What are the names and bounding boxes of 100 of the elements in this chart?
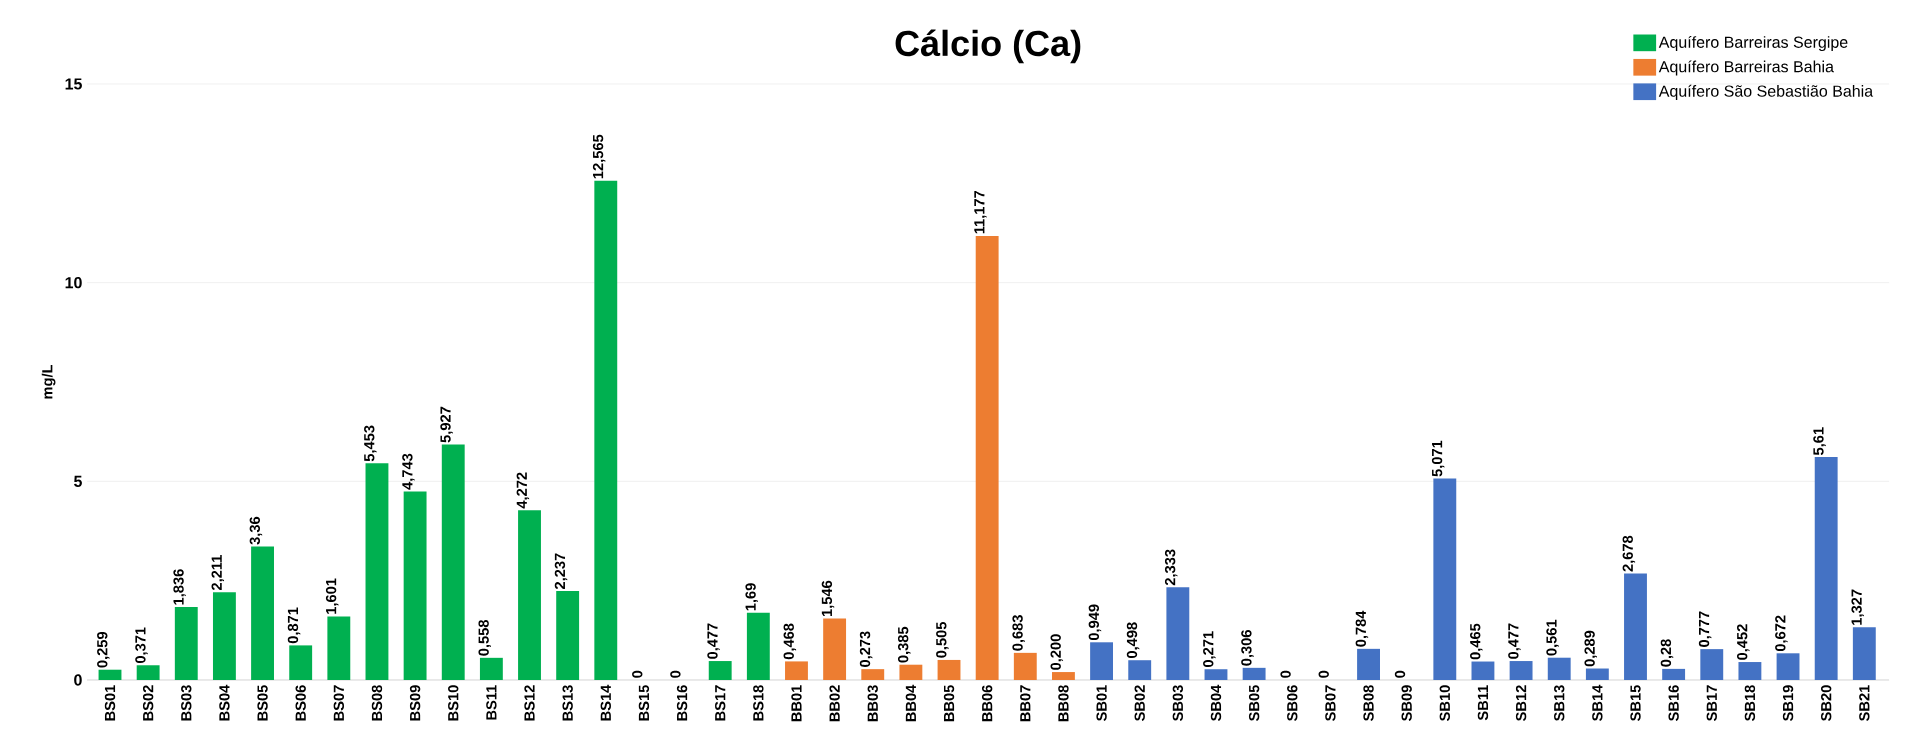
data-label: 0,468	[783, 623, 797, 660]
data-label: 1,601	[325, 578, 339, 614]
x-tick-label: BS08	[371, 685, 383, 721]
data-label: 11,177	[974, 190, 987, 234]
data-label: 1,546	[821, 580, 835, 617]
x-tick-label: SB20	[1821, 685, 1832, 721]
x-tick-label: BS17	[715, 685, 726, 721]
x-tick-label: SB01	[1096, 685, 1107, 721]
bar	[1738, 662, 1762, 680]
bar	[556, 591, 580, 680]
bar	[136, 665, 160, 680]
legend-label: Aquífero São Sebastião Bahia	[1658, 84, 1874, 100]
data-label: 0,561	[1546, 619, 1559, 656]
data-label: 0,289	[1584, 630, 1597, 667]
x-tick-label: SB02	[1134, 685, 1145, 721]
x-tick-label: SB03	[1172, 685, 1184, 721]
y-tick-label: 0	[74, 674, 82, 686]
data-label: 0,672	[1775, 615, 1788, 652]
x-tick-label: SB07	[1325, 685, 1336, 721]
data-label: 5,453	[364, 425, 377, 462]
x-tick-label: BB02	[829, 685, 840, 722]
y-axis-title: mg/L	[41, 364, 56, 399]
bar	[1242, 667, 1266, 680]
x-tick-label: BS04	[219, 684, 230, 721]
x-tick-label: BS15	[638, 685, 650, 721]
data-label: 2,333	[1164, 549, 1178, 586]
data-label: 5,071	[1431, 440, 1445, 477]
chart-title: Cálcio (Ca)	[895, 29, 1081, 64]
bar	[98, 669, 122, 680]
bar	[1357, 648, 1380, 680]
bar	[1700, 649, 1724, 680]
data-label: 0,385	[897, 626, 911, 663]
x-tick-label: SB13	[1554, 685, 1565, 721]
bar	[1166, 587, 1190, 680]
x-tick-label: SB18	[1744, 685, 1756, 721]
x-tick-label: SB12	[1515, 685, 1527, 721]
data-label: 0,371	[135, 627, 148, 664]
data-label: 0,558	[478, 619, 491, 656]
bar	[746, 612, 770, 680]
x-tick-label: SB14	[1592, 684, 1603, 721]
legend-label: Aquífero Barreiras Sergipe	[1658, 35, 1848, 52]
bar	[1013, 652, 1037, 680]
bar	[365, 463, 389, 680]
bar	[1090, 642, 1114, 680]
data-label: 2,678	[1622, 535, 1636, 572]
x-tick-label: SB04	[1210, 684, 1222, 721]
data-label: 1,836	[173, 569, 186, 605]
data-label: 0,273	[859, 631, 873, 667]
x-tick-label: SB15	[1630, 685, 1641, 721]
bar	[289, 645, 313, 680]
data-label: 4,272	[516, 472, 530, 509]
data-label: 0,200	[1050, 634, 1064, 670]
bar	[1128, 660, 1152, 680]
bar	[937, 659, 961, 680]
bar	[441, 444, 465, 680]
bar	[899, 664, 923, 680]
bar	[1662, 668, 1686, 680]
data-label: 0,784	[1355, 610, 1369, 647]
data-label: 0,498	[1126, 622, 1140, 659]
x-tick-label: SB10	[1439, 685, 1450, 721]
bar	[594, 180, 618, 680]
data-label: 4,743	[402, 453, 415, 490]
data-label: 0,777	[1698, 611, 1712, 647]
bar	[327, 616, 351, 680]
bar	[212, 592, 236, 680]
data-label: 0	[1280, 670, 1291, 678]
data-label: 0,477	[707, 623, 720, 659]
data-label: 0,949	[1088, 604, 1102, 641]
data-label: 0	[1394, 670, 1406, 678]
x-tick-label: BS13	[562, 685, 573, 721]
x-tick-label: BS05	[257, 685, 268, 721]
bar	[1051, 672, 1075, 680]
x-tick-label: SB16	[1668, 685, 1679, 721]
x-tick-label: BB05	[943, 685, 955, 722]
x-tick-label: BS11	[486, 685, 497, 720]
x-tick-label: SB21	[1859, 685, 1870, 721]
data-label: 0,465	[1470, 623, 1483, 660]
data-label: 1,327	[1851, 589, 1864, 625]
x-tick-label: BS07	[333, 685, 345, 721]
x-tick-label: BS03	[181, 685, 192, 721]
x-tick-label: BS09	[409, 685, 421, 721]
data-label: 1,69	[745, 583, 758, 611]
data-label: 0,683	[1012, 615, 1025, 651]
data-label: 0,271	[1203, 631, 1216, 668]
x-tick-label: SB09	[1401, 685, 1412, 721]
data-label: 0,871	[287, 607, 301, 644]
bar	[708, 661, 732, 680]
data-label: 0,452	[1737, 624, 1750, 660]
bar	[1814, 457, 1838, 680]
x-tick-label: SB11	[1477, 685, 1489, 721]
x-tick-label: BB04	[905, 684, 917, 722]
bar	[1471, 661, 1495, 680]
bar	[1585, 668, 1609, 680]
bar	[1852, 627, 1876, 680]
data-label: 0,259	[97, 631, 110, 668]
x-tick-label: BS14	[600, 684, 611, 721]
bar	[174, 607, 198, 680]
x-tick-label: BS10	[448, 685, 459, 721]
x-tick-label: BS01	[104, 685, 116, 721]
data-label: 0,28	[1660, 639, 1674, 667]
